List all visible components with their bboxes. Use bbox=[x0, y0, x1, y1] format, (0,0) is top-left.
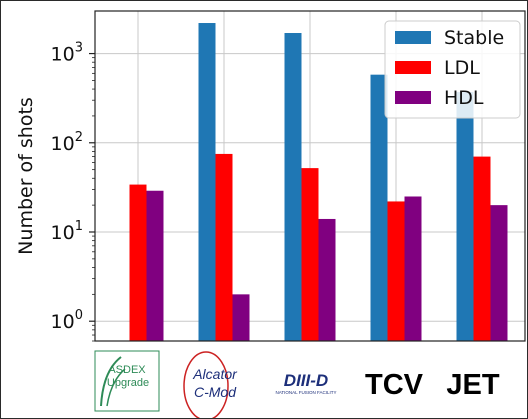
logo-diiid-text: DIII-D bbox=[284, 371, 328, 390]
bar-ldl-2 bbox=[301, 168, 319, 341]
bar-ldl-4 bbox=[473, 156, 491, 341]
legend-swatch-stable bbox=[395, 31, 431, 44]
bar-hdl-3 bbox=[404, 196, 422, 341]
logo-jet: JET bbox=[446, 369, 499, 401]
bar-stable-3 bbox=[370, 74, 388, 341]
logo-cmod-line2: C-Mod bbox=[194, 384, 237, 400]
logo-diii-d: DIII-D NATIONAL FUSION FACILITY bbox=[275, 371, 336, 395]
bar-ldl-1 bbox=[215, 153, 233, 341]
bar-stable-4 bbox=[456, 92, 474, 341]
y-tick-label: 102 bbox=[51, 130, 83, 155]
legend-label-hdl: HDL bbox=[444, 87, 484, 109]
legend-label-ldl: LDL bbox=[444, 57, 480, 79]
logo-asdex-line1: ASDEX bbox=[108, 364, 146, 376]
bar-ldl-0 bbox=[129, 184, 147, 341]
logo-tcv: TCV bbox=[365, 369, 424, 401]
bars bbox=[129, 23, 508, 342]
y-tick-label: 103 bbox=[51, 41, 83, 66]
legend-label-stable: Stable bbox=[444, 27, 504, 49]
y-tick-label: 101 bbox=[51, 219, 83, 244]
bar-stable-1 bbox=[198, 23, 216, 342]
y-axis-ticks: 100 101 102 103 bbox=[51, 41, 95, 342]
logo-asdex-line2: Upgrade bbox=[107, 377, 149, 389]
legend-swatch-ldl bbox=[395, 61, 431, 74]
legend: Stable LDL HDL bbox=[384, 20, 521, 119]
bar-hdl-0 bbox=[146, 190, 164, 341]
logo-diiid-subtext: NATIONAL FUSION FACILITY bbox=[275, 390, 336, 395]
plot-border bbox=[94, 10, 526, 342]
bar-ldl-3 bbox=[387, 201, 405, 341]
legend-swatch-hdl bbox=[395, 91, 431, 104]
y-axis-label: Number of shots bbox=[15, 97, 37, 255]
logo-cmod-line1: Alcator bbox=[192, 366, 238, 382]
logo-jet-text: JET bbox=[446, 369, 499, 401]
bar-hdl-4 bbox=[490, 205, 508, 341]
bar-stable-2 bbox=[284, 33, 302, 342]
y-tick-label: 100 bbox=[51, 308, 83, 333]
logo-tcv-text: TCV bbox=[365, 369, 424, 401]
logo-asdex-upgrade: ASDEX Upgrade bbox=[94, 350, 160, 412]
logo-alcator-cmod: Alcator C-Mod bbox=[183, 351, 238, 418]
bar-hdl-1 bbox=[232, 294, 250, 341]
bar-hdl-2 bbox=[318, 218, 336, 341]
